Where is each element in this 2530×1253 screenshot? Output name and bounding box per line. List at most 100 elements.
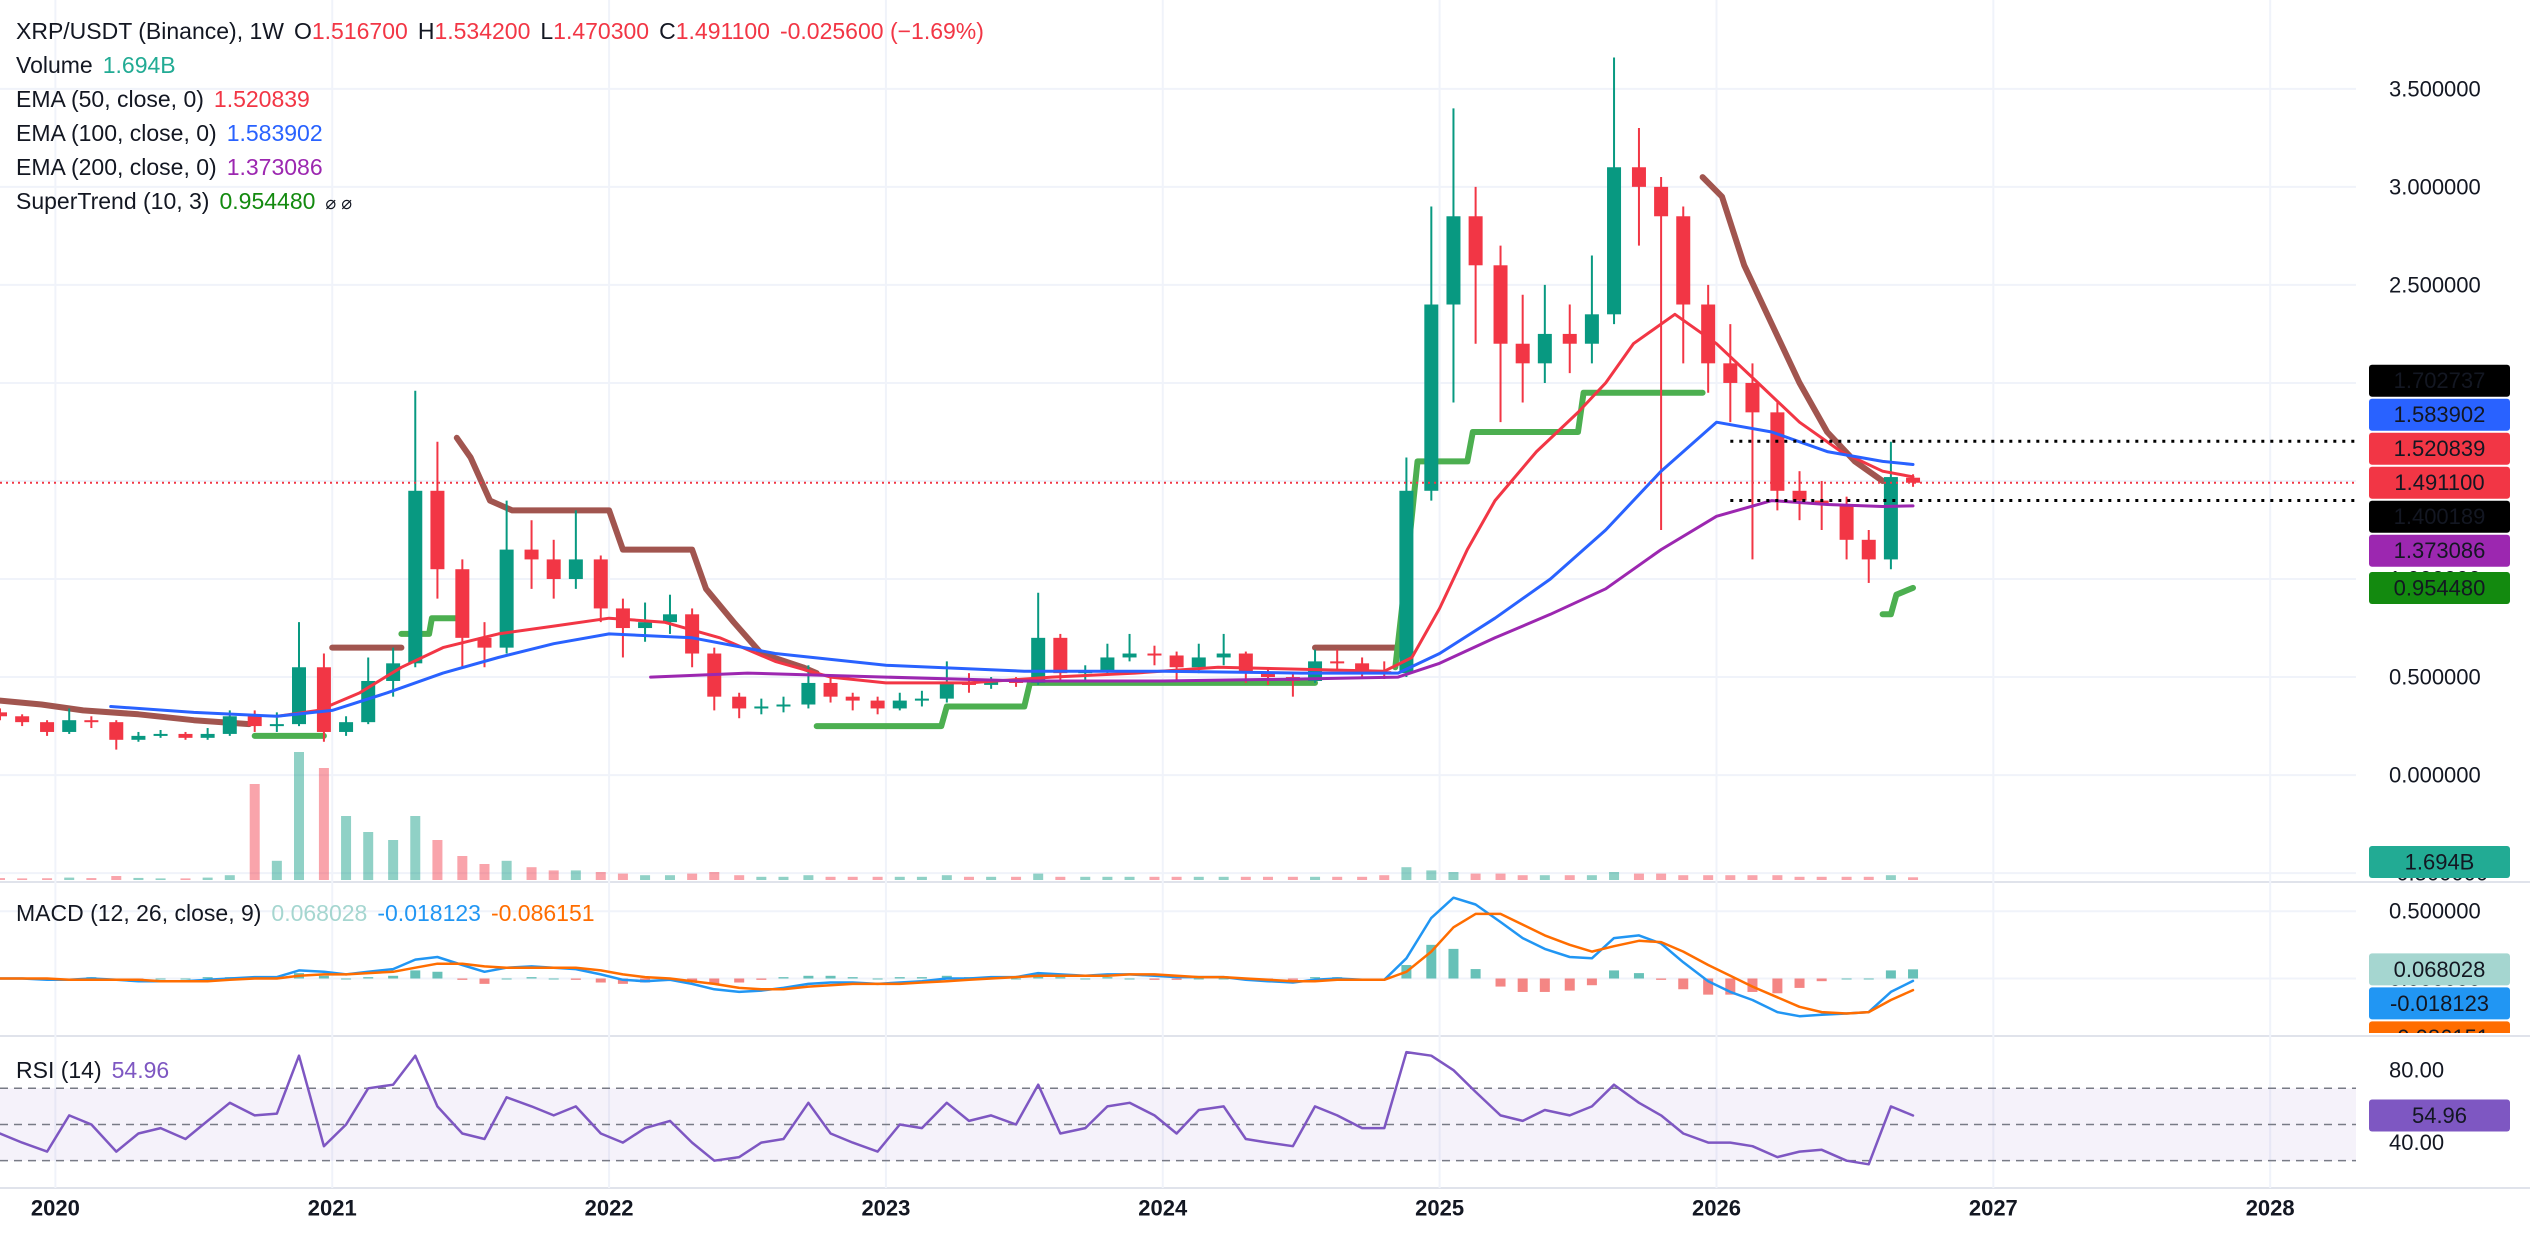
macd-histogram-bar [1863,978,1874,980]
macd-histogram-bar [872,978,883,980]
volume-bar [894,876,905,880]
macd-histogram-bar [825,975,836,979]
symbol: XRP/USDT (Binance), 1W [16,18,284,44]
macd-histogram-bar [1794,978,1805,988]
macd-histogram-bar [595,978,606,983]
macd-histogram-bar [155,978,166,980]
price-badge-label: 1.400189 [2394,504,2486,529]
price-badge [2369,1099,2510,1132]
volume-bar [410,816,421,880]
macd-histogram-bar [1193,978,1204,980]
x-tick-label: 2026 [1692,1196,1741,1221]
candle-body [222,716,237,734]
legend-row: EMA (50, close, 0) 1.520839 [16,82,994,116]
volume-bar [1885,875,1896,880]
volume-bar [249,784,260,880]
macd-histogram-bar [709,978,720,984]
macd-histogram-bar [457,978,468,980]
volume-bar [457,856,468,880]
x-tick-label: 2021 [308,1196,357,1221]
volume-bar [872,876,883,880]
volume-bar [1102,876,1113,880]
candle-body [1883,477,1898,560]
macd-histogram-bar [1656,978,1667,980]
macd-histogram-bar [1287,978,1298,980]
price-badge [2369,364,2510,397]
candle-body [593,559,608,609]
volume-bar [756,876,767,880]
macd-histogram-bar [1633,973,1644,979]
macd-badges: 0.068028 -0.018123 -0.086151 [2369,953,2510,1033]
volume-bar [501,860,512,880]
volume-bar [617,873,628,880]
price-badge-label: 1.694B [2405,850,2475,875]
candle-body [477,637,492,648]
candle-body [568,559,583,580]
volume-bar [1448,872,1459,880]
candle-body [546,559,561,580]
candle-body [1424,304,1439,491]
volume-bar [847,876,858,880]
candle-body [1399,490,1414,674]
volume-bar [1426,870,1437,880]
volume-bar [1772,875,1783,880]
volume-bar [271,860,282,880]
volume-bar [548,870,559,880]
ohlc-key: H [417,18,435,44]
volume-bar [1218,876,1229,880]
candle-body [408,490,423,664]
macd-histogram-bar [1448,948,1459,979]
volume-value: 1.694B [102,52,176,78]
legend-row: Volume 1.694B [16,48,994,82]
macd-histogram-bar [1841,978,1852,980]
candle-body [1770,412,1785,491]
candle-body [892,700,907,709]
volume-bar [1656,873,1667,880]
volume-bar [1379,875,1390,880]
rsi-line [0,1050,1915,1166]
macd-histogram-bar [432,971,443,979]
volume-bar [1149,876,1160,880]
volume-bar [155,878,166,880]
price-badge [2369,987,2510,1020]
macd-histogram-bar [941,975,952,979]
volume-bar [734,875,745,880]
y-tick-label: 0.500000 [2389,899,2481,924]
price-badge-label: 1.520839 [2394,436,2486,461]
volume-bar [1310,876,1321,880]
macd-histogram-bar [1772,978,1783,994]
candle-body [939,682,954,699]
candle-body [1607,167,1622,315]
volume-bar [1193,876,1204,880]
macd-histogram-bar [1908,969,1919,979]
x-tick-label: 2024 [1138,1196,1188,1221]
price-badge-label: 54.96 [2412,1103,2467,1128]
volume-bar [1357,876,1368,880]
volume-bar [526,867,537,880]
candle-body [1308,661,1323,681]
change: -0.025600 (−1.69%) [779,18,984,44]
price-badge [2369,432,2510,465]
candle-body [1654,186,1669,217]
candle-body [131,735,146,740]
candle-body [1330,661,1345,664]
volume-bar [17,878,28,880]
price-badge-label: -0.018123 [2390,991,2489,1016]
macd-histogram-bar [1885,970,1896,979]
volume-bar [1517,875,1528,880]
macd-histogram-bar [1564,978,1575,991]
price-badge-label: 1.583902 [2394,402,2486,427]
x-tick-label: 2023 [861,1196,910,1221]
candle-body [1562,333,1577,344]
x-tick-label: 2025 [1415,1196,1464,1221]
macd-histogram-bar [479,978,490,984]
volume-bar [1401,867,1412,880]
macd-histogram-bar [916,977,927,979]
macd-line [0,896,1915,1018]
ohlc-value: 1.491100 [675,18,770,44]
candle-body [1122,653,1137,658]
volume-bar [1908,877,1919,880]
price-badge [2369,1021,2510,1033]
candle-body [1216,653,1231,658]
